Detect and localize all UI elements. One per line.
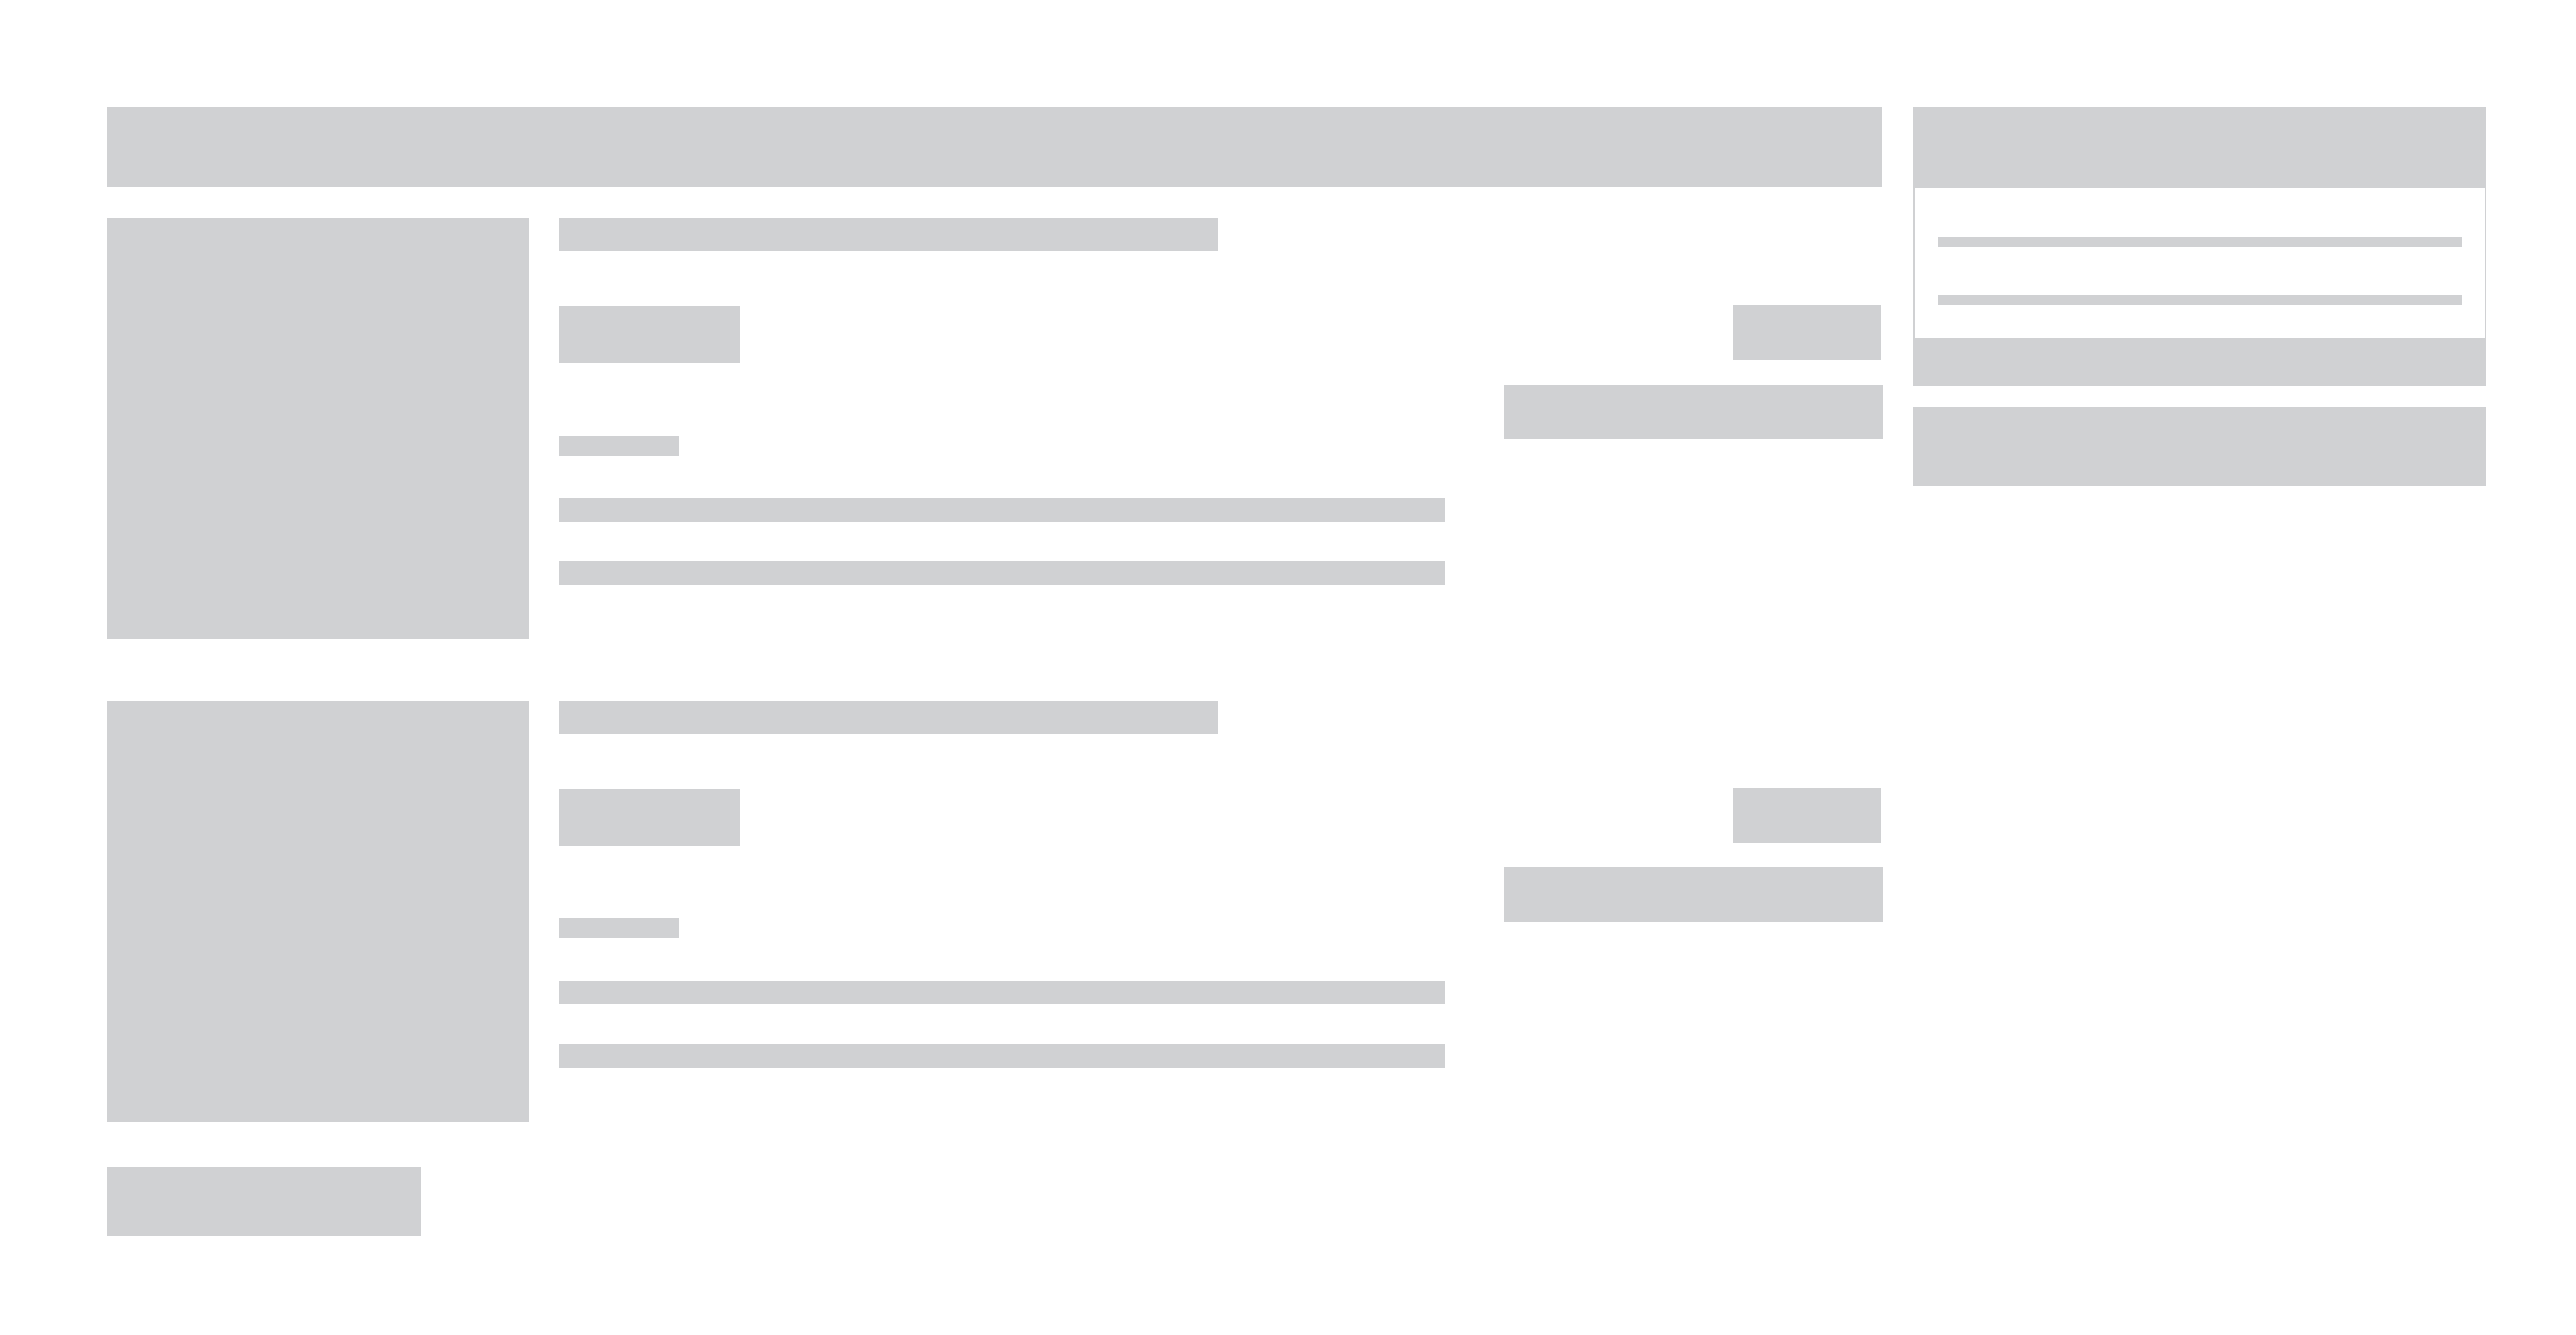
item-thumbnail-placeholder <box>107 701 529 1122</box>
header-bar-placeholder <box>107 107 1882 187</box>
sidebar-line-placeholder <box>1938 295 2462 305</box>
item-description-line-placeholder <box>559 498 1445 522</box>
load-more-button-placeholder[interactable] <box>107 1167 421 1236</box>
item-price-placeholder <box>1733 305 1881 360</box>
sidebar-line-placeholder <box>1938 237 2462 247</box>
item-title-placeholder <box>559 701 1218 734</box>
item-title-placeholder <box>559 218 1218 251</box>
item-thumbnail-placeholder <box>107 218 529 639</box>
item-tag-placeholder <box>559 306 740 363</box>
item-description-line-placeholder <box>559 1044 1445 1068</box>
sidebar-panel-body <box>1915 188 2485 338</box>
item-action-button-placeholder[interactable] <box>1504 867 1883 922</box>
item-meta-placeholder <box>559 436 679 456</box>
item-description-line-placeholder <box>559 561 1445 585</box>
item-action-button-placeholder[interactable] <box>1504 385 1883 439</box>
item-tag-placeholder <box>559 789 740 846</box>
item-description-line-placeholder <box>559 981 1445 1004</box>
sidebar-action-button-placeholder[interactable] <box>1913 407 2486 486</box>
item-meta-placeholder <box>559 918 679 938</box>
item-price-placeholder <box>1733 788 1881 843</box>
